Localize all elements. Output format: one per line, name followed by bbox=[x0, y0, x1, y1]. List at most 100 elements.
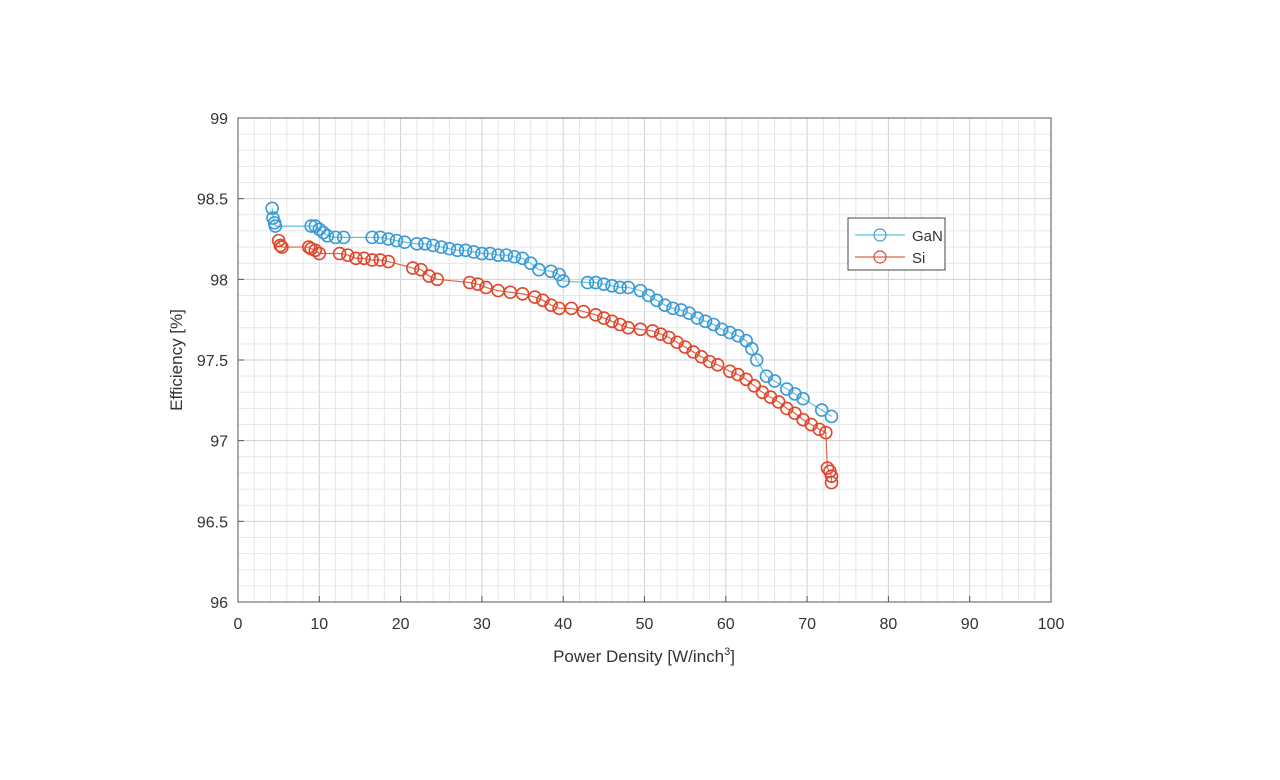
data-point-si bbox=[702, 354, 717, 369]
x-tick-label: 60 bbox=[717, 616, 735, 633]
data-point-si bbox=[471, 277, 485, 291]
data-point-gan bbox=[698, 314, 713, 329]
y-tick-label: 96.5 bbox=[197, 514, 228, 531]
data-point-gan bbox=[328, 230, 343, 245]
data-point-gan bbox=[365, 230, 379, 245]
data-point-si bbox=[613, 317, 627, 332]
legend-marker-gan bbox=[873, 228, 887, 242]
data-point-si bbox=[824, 469, 839, 483]
data-point-si bbox=[273, 238, 288, 253]
data-point-gan bbox=[723, 325, 737, 340]
y-tick-label: 98 bbox=[210, 272, 228, 289]
data-point-si bbox=[430, 272, 444, 287]
data-point-gan bbox=[381, 232, 396, 246]
data-point-si bbox=[588, 308, 603, 322]
series-group bbox=[265, 201, 839, 490]
tick-labels: 0 10 20 30 40 50 60 70 80 90 100 96 96.5 97 97.5 98 98.5… bbox=[197, 111, 1065, 633]
legend-label-si: Si bbox=[912, 250, 925, 267]
data-point-si bbox=[645, 324, 660, 338]
data-point-gan bbox=[491, 248, 505, 262]
data-point-gan bbox=[714, 322, 729, 337]
legend: GaN Si bbox=[847, 217, 946, 271]
y-tick-label: 99 bbox=[210, 111, 228, 128]
data-point-gan bbox=[658, 298, 672, 312]
data-point-gan bbox=[418, 237, 432, 251]
y-tick-label: 97 bbox=[210, 434, 228, 451]
data-point-si bbox=[357, 251, 371, 266]
data-point-si bbox=[405, 261, 420, 275]
x-tick-label: 90 bbox=[961, 616, 979, 633]
legend-box bbox=[847, 217, 946, 271]
y-tick-label: 96 bbox=[210, 595, 228, 612]
y-tick-label: 97.5 bbox=[197, 353, 228, 370]
data-point-si bbox=[373, 253, 388, 267]
data-point-gan bbox=[690, 311, 705, 325]
data-point-gan bbox=[410, 237, 424, 251]
data-point-gan bbox=[796, 391, 810, 406]
data-point-si bbox=[544, 298, 558, 312]
grid bbox=[237, 117, 1052, 603]
data-point-gan bbox=[621, 280, 636, 295]
data-point-gan bbox=[336, 230, 351, 245]
data-point-gan bbox=[458, 243, 473, 258]
data-point-gan bbox=[666, 301, 680, 316]
data-point-gan bbox=[767, 374, 782, 388]
data-point-si bbox=[340, 248, 355, 262]
data-point-gan bbox=[483, 246, 497, 261]
legend-marker-si bbox=[873, 250, 887, 264]
data-point-gan bbox=[434, 240, 449, 254]
data-point-gan bbox=[588, 275, 603, 290]
data-point-si bbox=[515, 287, 530, 301]
data-point-gan bbox=[597, 277, 611, 291]
data-point-gan bbox=[426, 238, 440, 253]
x-tick-label: 20 bbox=[392, 616, 410, 633]
data-point-si bbox=[312, 246, 327, 261]
data-point-gan bbox=[580, 275, 595, 290]
data-point-gan bbox=[265, 201, 279, 216]
x-tick-label: 0 bbox=[234, 616, 243, 633]
data-point-gan bbox=[316, 225, 331, 240]
data-point-gan bbox=[268, 219, 283, 233]
data-point-si bbox=[710, 358, 725, 372]
data-point-gan bbox=[745, 341, 759, 356]
data-point-gan bbox=[499, 248, 514, 262]
data-point-gan bbox=[442, 241, 457, 256]
x-tick-label: 40 bbox=[554, 616, 572, 633]
data-point-si bbox=[824, 475, 839, 490]
data-point-si bbox=[332, 246, 347, 261]
legend-label-gan: GaN bbox=[912, 228, 943, 245]
data-point-si bbox=[275, 240, 289, 254]
data-point-si bbox=[301, 240, 316, 254]
x-tick-label: 100 bbox=[1038, 616, 1065, 633]
data-point-gan bbox=[544, 264, 558, 279]
data-point-gan bbox=[320, 228, 335, 243]
data-point-si bbox=[576, 304, 591, 319]
series-line-si bbox=[278, 240, 833, 483]
x-tick-label: 10 bbox=[310, 616, 328, 633]
data-point-si bbox=[812, 422, 827, 437]
data-point-gan bbox=[674, 303, 688, 317]
data-point-gan bbox=[450, 243, 465, 258]
y-axis-label: Efficiency [%] bbox=[167, 309, 186, 411]
data-point-gan bbox=[507, 249, 522, 264]
x-tick-label: 50 bbox=[636, 616, 654, 633]
data-point-si bbox=[723, 364, 737, 379]
data-point-gan bbox=[373, 230, 388, 245]
data-point-gan bbox=[613, 280, 627, 295]
data-point-si bbox=[820, 461, 835, 475]
data-point-si bbox=[597, 311, 611, 325]
data-point-si bbox=[479, 280, 493, 295]
data-point-gan bbox=[749, 353, 764, 367]
data-point-si bbox=[365, 253, 379, 267]
data-point-gan bbox=[556, 274, 571, 288]
data-point-si bbox=[308, 243, 323, 258]
x-tick-label: 30 bbox=[473, 616, 491, 633]
data-point-gan bbox=[389, 233, 404, 248]
data-point-gan bbox=[824, 409, 839, 424]
data-point-si bbox=[818, 425, 833, 440]
data-point-si bbox=[462, 275, 477, 290]
data-point-si bbox=[605, 314, 619, 329]
data-point-gan bbox=[814, 403, 829, 417]
data-point-gan bbox=[605, 278, 619, 293]
